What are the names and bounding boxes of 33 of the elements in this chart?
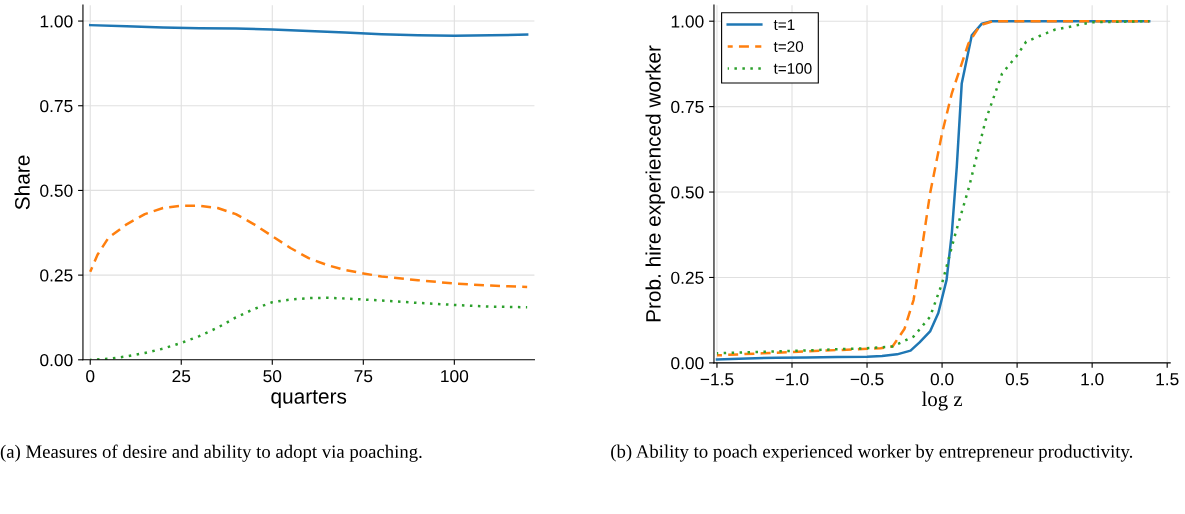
legend-label: t=100 xyxy=(773,63,812,74)
x-tick-label: 25 xyxy=(172,369,191,383)
y-tick-label: 0.25 xyxy=(40,269,73,282)
y-tick-label: 0.00 xyxy=(671,357,704,370)
x-axis-title: log z xyxy=(921,391,963,411)
y-axis-title: Prob. hire experienced worker xyxy=(645,45,665,322)
x-tick-label: 0 xyxy=(86,369,95,383)
x-axis-title: quarters xyxy=(271,390,347,408)
x-tick-label: 0.0 xyxy=(930,373,954,386)
y-axis-title: Share xyxy=(14,155,30,210)
x-tick-label: 1.0 xyxy=(1081,373,1104,386)
line-series xyxy=(88,23,529,37)
line-series xyxy=(88,204,529,289)
legend-label: t=1 xyxy=(773,19,795,31)
legend-label: t=20 xyxy=(773,41,804,52)
text: (a) Measures of desire and ability to adopt via poaching. xyxy=(0,444,422,462)
x-tick-label: 100 xyxy=(441,369,469,383)
y-tick-label: 0.75 xyxy=(40,99,73,113)
x-tick-label: −1.5 xyxy=(700,373,734,386)
text: (b) Ability to poach experienced worker by entrepreneur productivity. xyxy=(611,444,1133,462)
y-tick-label: 0.25 xyxy=(671,271,704,284)
x-tick-label: −0.5 xyxy=(850,373,884,386)
y-tick-label: 1.00 xyxy=(40,15,73,28)
x-tick-label: 50 xyxy=(263,369,282,383)
x-tick-label: −1.0 xyxy=(775,373,809,386)
y-tick-label: 0.00 xyxy=(40,353,73,367)
y-tick-label: 0.50 xyxy=(671,186,704,199)
y-tick-label: 0.75 xyxy=(671,100,704,114)
x-tick-label: 1.5 xyxy=(1156,373,1179,386)
x-tick-label: 0.5 xyxy=(1005,373,1029,386)
x-tick-label: 75 xyxy=(354,370,373,383)
y-tick-label: 1.00 xyxy=(671,15,704,28)
y-tick-label: 0.50 xyxy=(40,184,73,197)
